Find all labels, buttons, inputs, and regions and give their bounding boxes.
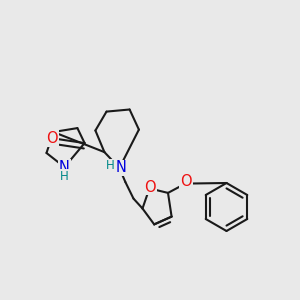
Text: O: O xyxy=(46,131,58,146)
Text: H: H xyxy=(106,159,115,172)
Text: O: O xyxy=(180,174,192,189)
Text: O: O xyxy=(144,180,156,195)
Text: H: H xyxy=(59,169,68,183)
Text: N: N xyxy=(115,160,126,175)
Text: N: N xyxy=(59,160,70,175)
